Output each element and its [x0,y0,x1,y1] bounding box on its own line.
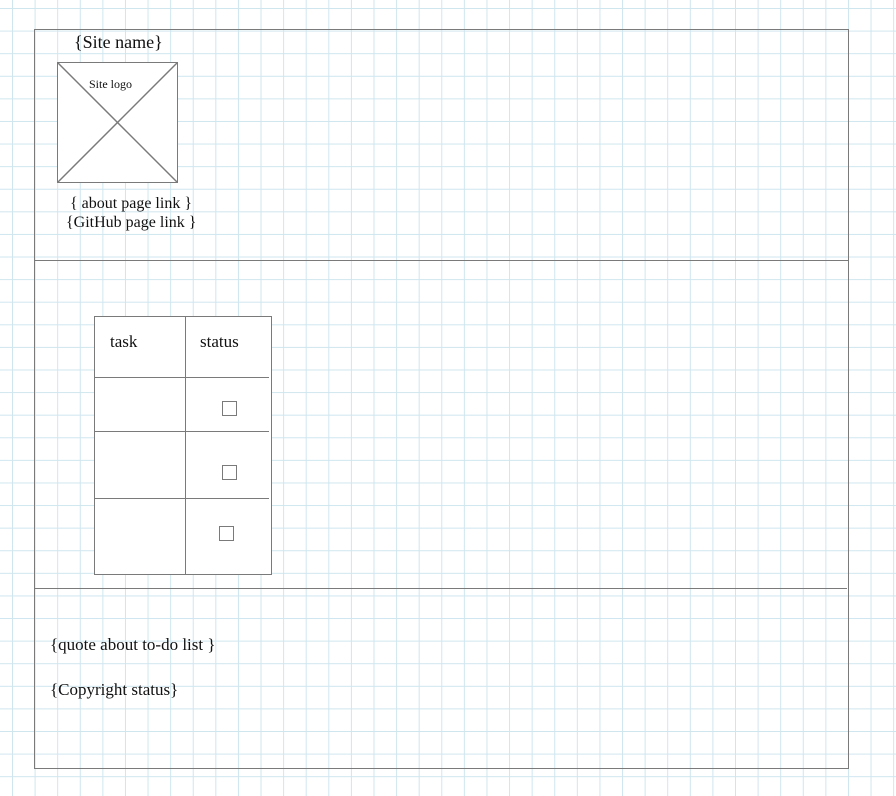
site-logo-placeholder: Site logo [57,62,178,183]
table-row-divider [95,377,269,378]
site-name: {Site name} [74,32,163,52]
status-checkbox-row-1[interactable] [222,401,237,416]
header-divider [34,260,849,261]
task-table: task status [94,316,272,575]
status-checkbox-row-3[interactable] [219,526,234,541]
column-header-status: status [200,332,239,351]
table-column-divider [185,317,186,574]
github-page-link[interactable]: {GitHub page link } [66,214,197,231]
table-row-divider [95,431,269,432]
footer-quote: {quote about to-do list } [50,635,216,654]
page-frame [34,29,849,769]
footer-divider [34,588,847,589]
site-logo-label: Site logo [88,77,134,92]
table-row-divider [95,498,269,499]
column-header-task: task [110,332,138,351]
about-page-link[interactable]: { about page link } [70,195,192,212]
status-checkbox-row-2[interactable] [222,465,237,480]
image-placeholder-icon [58,63,177,182]
footer-copyright: {Copyright status} [50,680,179,699]
